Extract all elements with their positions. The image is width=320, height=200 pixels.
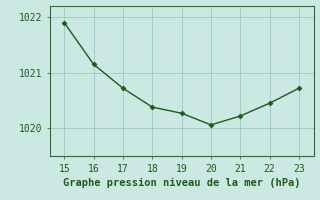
- X-axis label: Graphe pression niveau de la mer (hPa): Graphe pression niveau de la mer (hPa): [63, 178, 300, 188]
